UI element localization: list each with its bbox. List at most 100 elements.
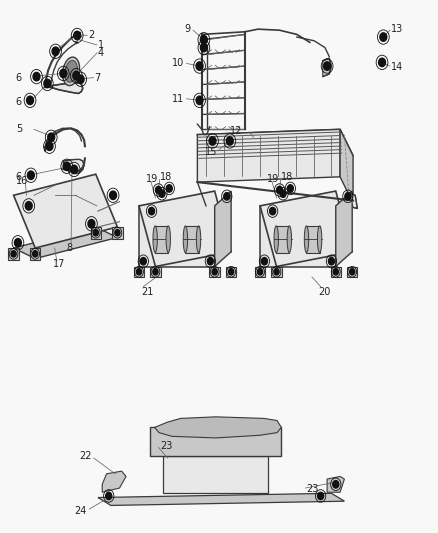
Circle shape — [140, 257, 146, 265]
Circle shape — [110, 191, 117, 199]
Circle shape — [207, 257, 213, 265]
Circle shape — [196, 96, 203, 104]
Circle shape — [378, 58, 385, 67]
Text: 21: 21 — [141, 287, 154, 297]
Polygon shape — [30, 248, 40, 260]
Circle shape — [25, 201, 32, 210]
Polygon shape — [226, 266, 236, 277]
Circle shape — [60, 69, 67, 78]
Circle shape — [155, 187, 162, 193]
Circle shape — [209, 137, 216, 145]
Polygon shape — [185, 226, 198, 253]
Circle shape — [350, 269, 355, 275]
Polygon shape — [255, 266, 265, 277]
Text: 23: 23 — [160, 441, 172, 451]
Circle shape — [276, 187, 283, 193]
Circle shape — [115, 230, 120, 236]
Text: 6: 6 — [16, 97, 22, 107]
Text: 17: 17 — [53, 259, 65, 269]
Polygon shape — [347, 266, 357, 277]
Text: 12: 12 — [230, 126, 243, 136]
Text: 5: 5 — [16, 124, 22, 134]
Polygon shape — [209, 266, 220, 277]
Polygon shape — [331, 266, 341, 277]
Circle shape — [159, 190, 165, 197]
Text: 15: 15 — [205, 147, 217, 157]
Polygon shape — [139, 191, 231, 266]
Text: 22: 22 — [79, 451, 92, 462]
Polygon shape — [14, 174, 117, 248]
Polygon shape — [323, 58, 332, 77]
Circle shape — [287, 185, 293, 192]
Polygon shape — [64, 159, 84, 174]
Text: 19: 19 — [145, 174, 158, 184]
Polygon shape — [98, 494, 344, 505]
Ellipse shape — [304, 226, 309, 253]
Polygon shape — [163, 456, 268, 494]
Text: 11: 11 — [172, 94, 184, 104]
Ellipse shape — [153, 226, 157, 253]
Text: 10: 10 — [172, 59, 184, 68]
Circle shape — [261, 257, 268, 265]
Text: 6: 6 — [16, 72, 22, 83]
Text: 1: 1 — [98, 40, 104, 50]
Circle shape — [270, 207, 276, 215]
Circle shape — [11, 251, 16, 257]
Circle shape — [74, 31, 81, 39]
Circle shape — [201, 43, 207, 52]
Polygon shape — [139, 206, 215, 266]
Text: 19: 19 — [267, 174, 279, 184]
Circle shape — [333, 269, 338, 275]
Polygon shape — [155, 226, 168, 253]
Circle shape — [280, 190, 286, 197]
Polygon shape — [271, 266, 282, 277]
Polygon shape — [198, 130, 340, 182]
Polygon shape — [327, 477, 344, 492]
Text: 18: 18 — [281, 172, 293, 182]
Circle shape — [77, 75, 84, 84]
Circle shape — [153, 269, 158, 275]
Text: 13: 13 — [391, 24, 403, 34]
Circle shape — [93, 230, 99, 236]
Text: 2: 2 — [88, 30, 94, 41]
Polygon shape — [91, 227, 101, 239]
Text: 7: 7 — [95, 72, 101, 83]
Circle shape — [71, 165, 78, 174]
Text: 6: 6 — [16, 172, 22, 182]
Circle shape — [28, 171, 34, 180]
Circle shape — [328, 257, 335, 265]
Circle shape — [333, 481, 339, 488]
Polygon shape — [340, 130, 353, 203]
Polygon shape — [336, 191, 352, 266]
Polygon shape — [8, 248, 19, 260]
Circle shape — [196, 62, 203, 70]
Circle shape — [46, 142, 53, 150]
Circle shape — [345, 192, 351, 200]
Text: 16: 16 — [16, 176, 28, 186]
Circle shape — [166, 185, 172, 192]
Ellipse shape — [166, 226, 170, 253]
Text: 9: 9 — [185, 24, 191, 34]
Circle shape — [48, 133, 55, 141]
Text: 20: 20 — [318, 287, 331, 297]
Circle shape — [258, 269, 263, 275]
Polygon shape — [260, 191, 352, 266]
Circle shape — [201, 36, 207, 44]
Polygon shape — [150, 427, 281, 456]
Ellipse shape — [287, 226, 292, 253]
Ellipse shape — [318, 226, 322, 253]
Polygon shape — [260, 206, 336, 266]
Circle shape — [52, 47, 59, 55]
Text: 24: 24 — [75, 506, 87, 516]
Circle shape — [324, 62, 331, 70]
Polygon shape — [14, 227, 117, 259]
Circle shape — [27, 96, 33, 104]
Circle shape — [212, 269, 217, 275]
Circle shape — [106, 492, 112, 499]
Polygon shape — [102, 471, 126, 492]
Text: 8: 8 — [67, 243, 73, 253]
Circle shape — [73, 71, 80, 80]
Text: 23: 23 — [306, 484, 319, 494]
Ellipse shape — [65, 60, 78, 82]
Circle shape — [274, 269, 279, 275]
